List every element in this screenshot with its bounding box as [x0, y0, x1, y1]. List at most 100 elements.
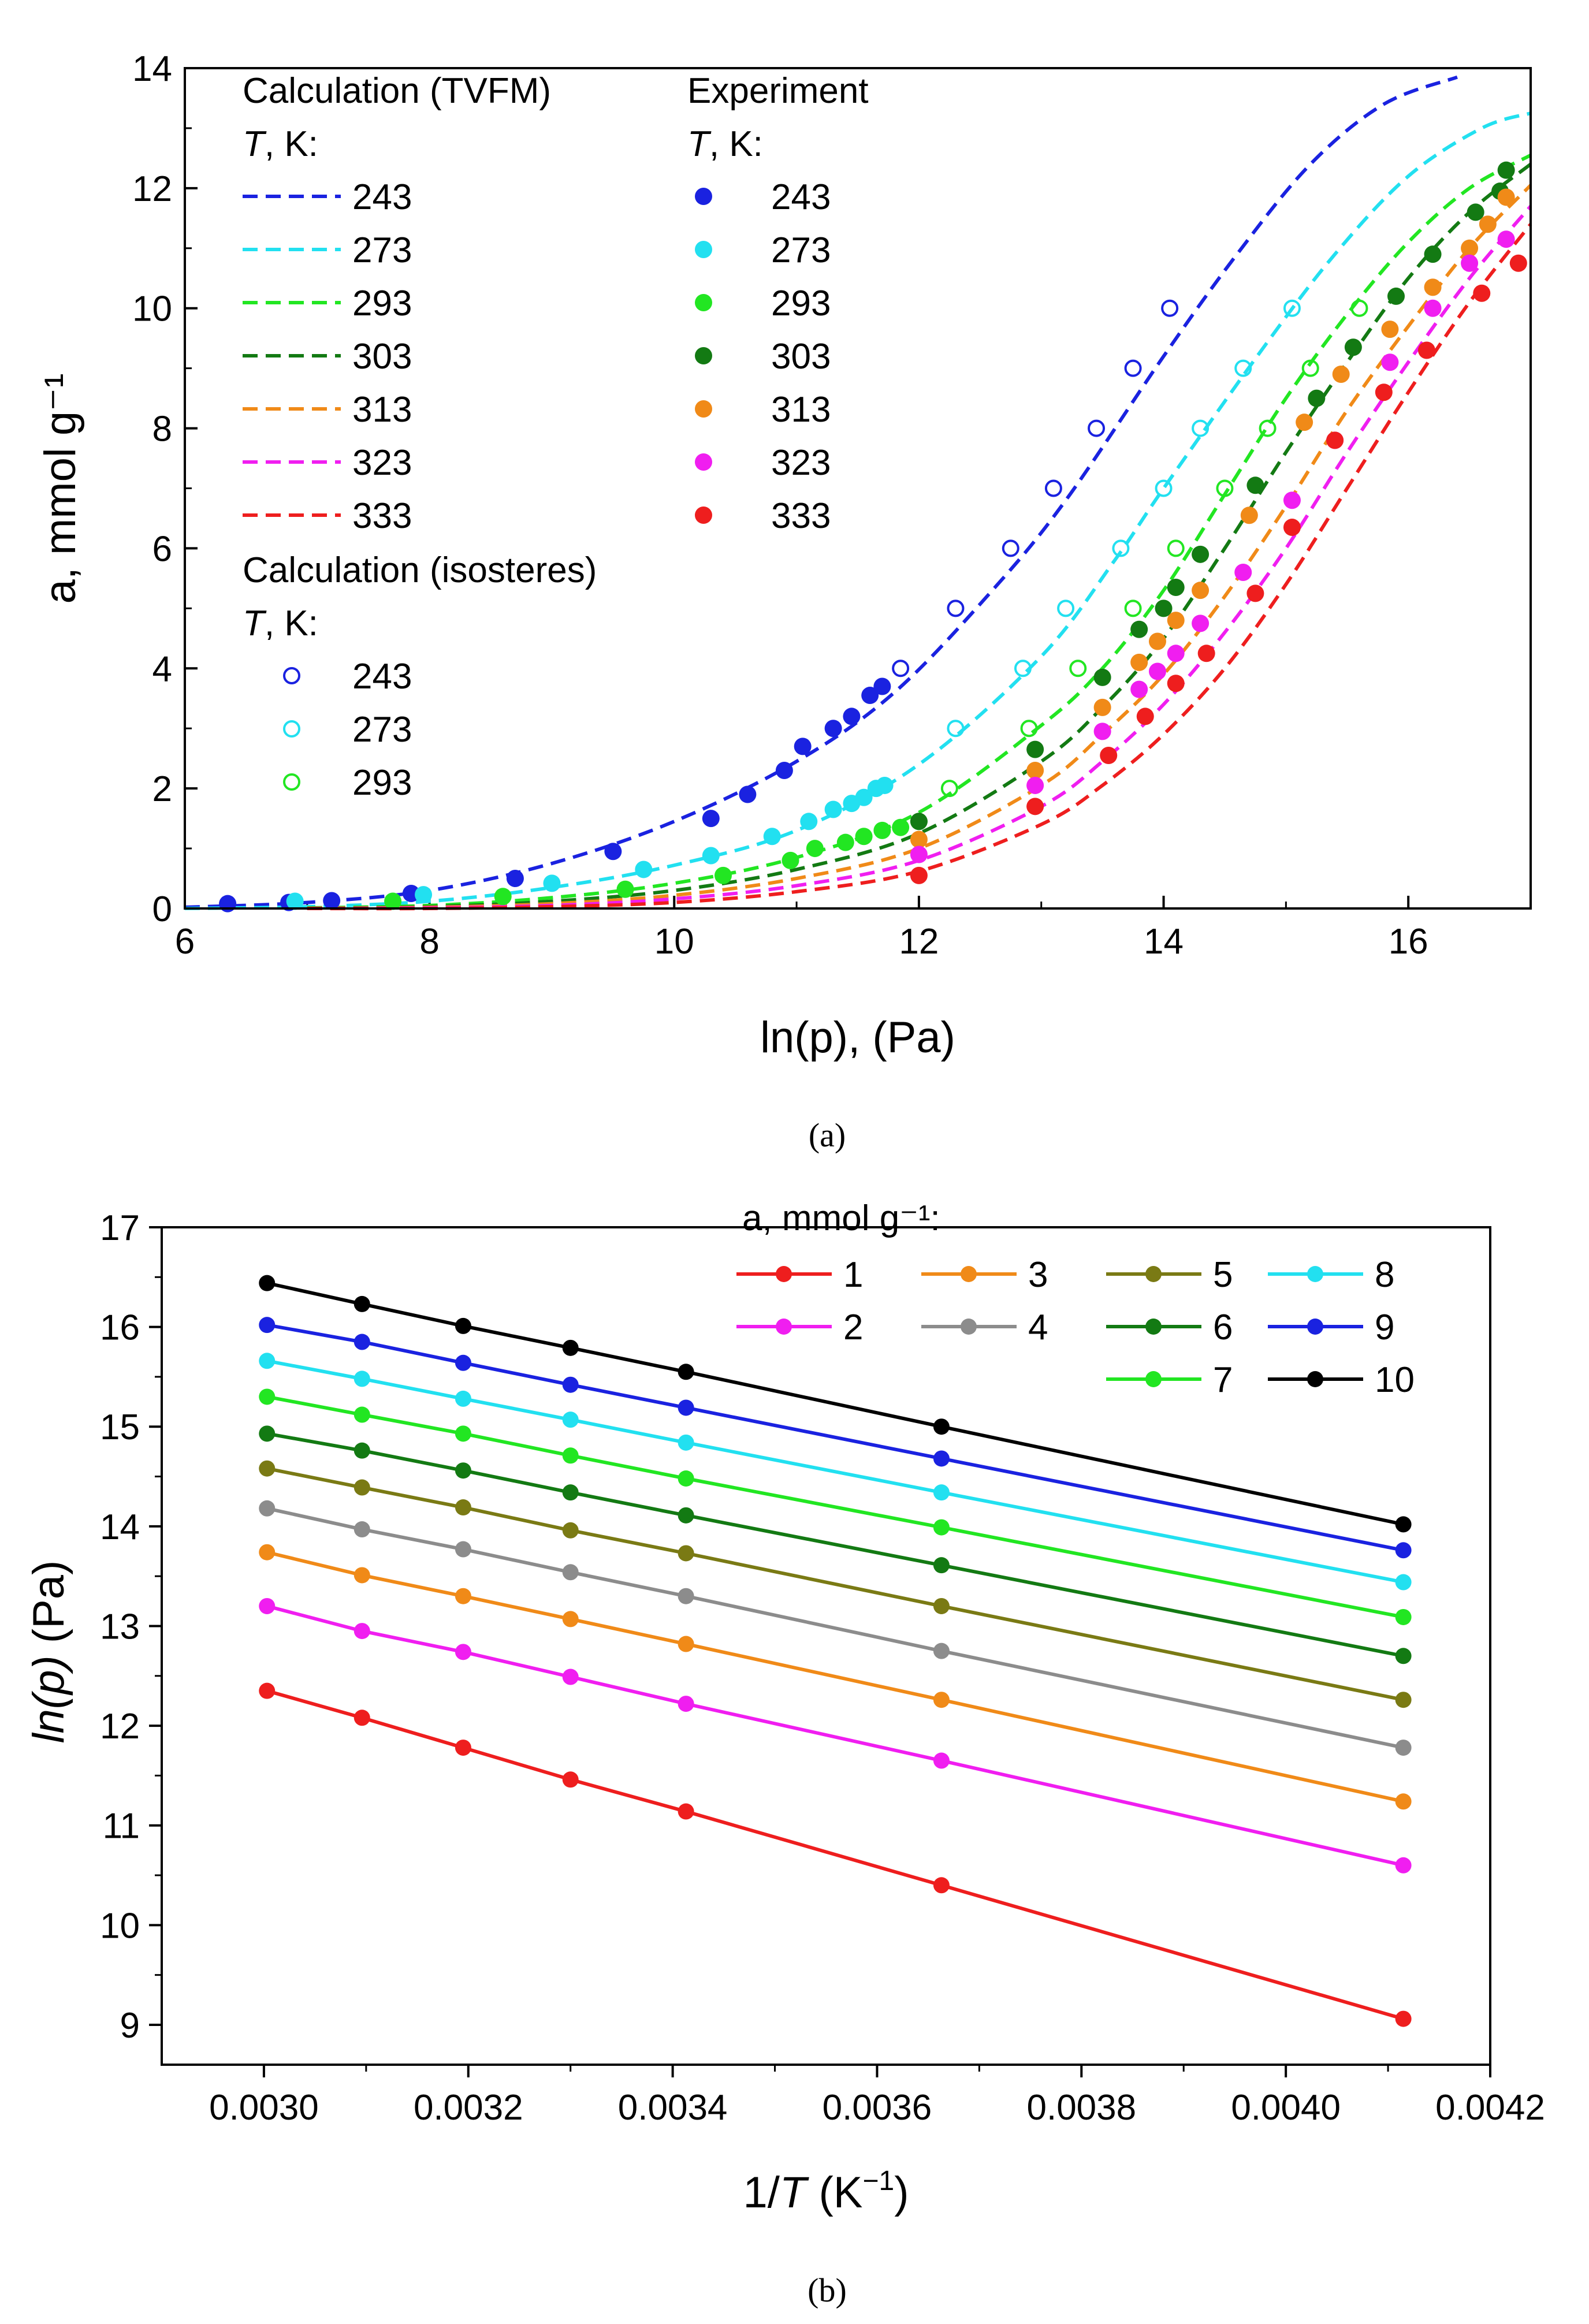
chart-a-exp-point-243: [861, 687, 879, 705]
chart-b-y-tick-label: 13: [100, 1607, 140, 1647]
chart-b-legend-title: a, mmol g⁻¹:: [742, 1198, 940, 1238]
chart-a-xlabel: ln(p), (Pa): [760, 1013, 955, 1062]
chart-b-legend-marker-2: [776, 1319, 792, 1335]
chart-b-point-10: [259, 1275, 276, 1291]
legend-iso-title: Calculation (isosteres): [243, 550, 597, 590]
chart-a-exp-point-323: [1130, 680, 1148, 698]
legend-tvfm-label-273: 273: [352, 230, 412, 270]
chart-a-exp-point-313: [1381, 321, 1399, 338]
chart-a-exp-point-303: [1467, 203, 1484, 221]
legend-iso-label-273: 273: [352, 710, 412, 750]
chart-a-exp-point-323: [1234, 564, 1252, 581]
chart-b-point-5: [562, 1522, 579, 1539]
chart-b-legend-marker-5: [1145, 1266, 1162, 1282]
chart-a-exp-point-293: [384, 892, 402, 910]
chart-b-point-7: [562, 1447, 579, 1464]
chart-a-iso-point-273: [1057, 599, 1075, 617]
chart-b-legend-label-5: 5: [1213, 1255, 1233, 1295]
chart-b-x-tick-label: 0.0040: [1231, 2088, 1341, 2128]
legend-tvfm-label-313: 313: [352, 390, 412, 430]
chart-b-plot-frame: [161, 1226, 1491, 2066]
chart-b-point-5: [1395, 1692, 1412, 1708]
chart-b-legend-label-2: 2: [843, 1308, 863, 1347]
chart-a-exp-point-323: [1167, 645, 1185, 662]
chart-a-exp-point-273: [763, 828, 781, 846]
chart-a-x-tick-label: 16: [1389, 922, 1428, 962]
chart-b-point-3: [455, 1588, 471, 1604]
caption-a: (a): [809, 1116, 846, 1154]
chart-b-point-3: [933, 1692, 950, 1708]
legend-tvfm-label-323: 323: [352, 443, 412, 483]
chart-b-point-10: [678, 1364, 694, 1380]
chart-b-point-6: [259, 1425, 276, 1442]
chart-a-iso-point-243: [1044, 479, 1062, 497]
chart-a-tvfm-line-303: [307, 162, 1532, 910]
chart-a-iso-point-243: [947, 599, 965, 617]
chart-b-point-5: [678, 1545, 694, 1562]
chart-b-legend-marker-6: [1145, 1319, 1162, 1335]
legend-iso-label-293: 293: [352, 763, 412, 803]
chart-a-exp-point-313: [1093, 698, 1111, 716]
chart-a-exp-point-273: [855, 788, 873, 806]
legend-exp-label-313: 313: [771, 390, 831, 430]
chart-b-legend-marker-10: [1307, 1371, 1323, 1387]
chart-a-tvfm-line-243: [184, 75, 1458, 909]
chart-b-line-2: [266, 1604, 1404, 1867]
chart-a-x-tick-label: 14: [1144, 922, 1184, 962]
chart-b-point-9: [562, 1376, 579, 1393]
chart-a-exp-point-303: [1497, 161, 1515, 179]
chart-b-point-10: [933, 1418, 950, 1435]
chart-a-iso-point-273: [947, 720, 965, 738]
chart-a-exp-point-243: [604, 843, 622, 861]
chart-b-point-6: [562, 1484, 579, 1501]
chart-b-point-6: [1395, 1648, 1412, 1664]
chart-a-exp-point-323: [1148, 662, 1166, 680]
chart-b-point-2: [933, 1752, 950, 1769]
chart-b-point-8: [455, 1390, 471, 1407]
chart-a-exp-point-303: [1424, 245, 1442, 263]
legend-exp-swatch-273: [695, 241, 712, 258]
chart-b-x-tick-label: 0.0030: [209, 2088, 319, 2128]
chart-b-point-3: [1395, 1793, 1412, 1810]
chart-b-legend-marker-7: [1145, 1371, 1162, 1387]
chart-a-iso-point-293: [1167, 539, 1185, 557]
chart-b-point-2: [353, 1623, 370, 1640]
chart-a-exp-point-243: [824, 720, 842, 738]
chart-b-legend-marker-8: [1307, 1266, 1323, 1282]
chart-a-exp-point-323: [910, 846, 928, 863]
chart-b-y-tick-label: 17: [100, 1208, 140, 1248]
chart-a-iso-point-273: [1155, 479, 1173, 497]
chart-b-x-tick-label: 0.0042: [1435, 2088, 1545, 2128]
chart-a-iso-point-293: [1124, 599, 1142, 617]
chart-a-exp-point-323: [1283, 491, 1301, 509]
chart-a-iso-point-243: [1088, 419, 1106, 437]
chart-a-iso-point-243: [1124, 359, 1142, 377]
chart-a-exp-point-303: [1308, 389, 1326, 407]
chart-b-legend-label-10: 10: [1375, 1360, 1415, 1400]
chart-a-exp-point-333: [1167, 675, 1185, 692]
chart-a-exp-point-313: [1497, 188, 1515, 206]
chart-a-exp-point-323: [1192, 614, 1210, 632]
chart-b-legend-label-7: 7: [1213, 1360, 1233, 1400]
legend-exp-swatch-243: [695, 188, 712, 205]
chart-a-ylabel: a, mmol g⁻¹: [36, 373, 85, 604]
chart-a-exp-point-273: [824, 800, 842, 818]
legend-iso-swatch-293: [283, 773, 300, 791]
chart-a-exp-point-333: [1246, 584, 1264, 602]
chart-b-legend: 1 3 5 8 2 4 6 9 7 10: [736, 1255, 1415, 1400]
chart-a-exp-point-273: [702, 847, 720, 865]
chart-a-plot-frame: [184, 67, 1532, 910]
chart-a-x-tick-label: 10: [654, 922, 694, 962]
chart-b-point-4: [455, 1541, 471, 1558]
chart-a: 6 8 10 12 14 16 0 2 4 6 8 10 12 14 ln(p), (Pa) a, mmo…: [36, 49, 1532, 1062]
chart-a-exp-point-273: [800, 813, 818, 830]
chart-a-iso-point-293: [1216, 479, 1234, 497]
chart-a-exp-point-313: [1240, 506, 1258, 524]
chart-a-experiment-points: [219, 161, 1527, 913]
chart-b-point-1: [562, 1771, 579, 1788]
legend-exp-title: Experiment: [687, 71, 869, 111]
chart-b-point-7: [1395, 1608, 1412, 1625]
chart-b-point-3: [259, 1544, 276, 1560]
chart-a-exp-point-243: [775, 761, 793, 779]
chart-a-x-tick-label: 12: [899, 922, 939, 962]
